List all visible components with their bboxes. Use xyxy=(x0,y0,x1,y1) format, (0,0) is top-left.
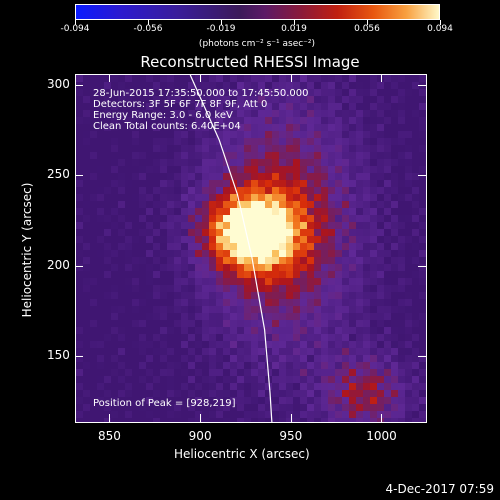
generation-timestamp: 4-Dec-2017 07:59 xyxy=(385,482,494,496)
y-tick-label: 250 xyxy=(47,167,70,182)
colorbar-tick-label: -0.019 xyxy=(206,24,236,34)
heatmap-cells xyxy=(76,75,426,422)
y-tick xyxy=(418,355,426,357)
x-axis-label: Heliocentric X (arcsec) xyxy=(174,447,310,461)
detectors-label: Detectors: 3F 5F 6F 7F 8F 9F, Att 0 xyxy=(93,99,268,110)
x-tick-label: 1000 xyxy=(366,429,397,443)
x-tick xyxy=(200,74,202,82)
y-tick xyxy=(75,175,83,177)
colorbar-tick-label: 0.019 xyxy=(281,24,307,34)
colorbar-tick-label: -0.094 xyxy=(60,24,90,34)
peak-position-label: Position of Peak = [928,219] xyxy=(93,398,236,409)
x-tick xyxy=(200,414,202,422)
chart-title: Reconstructed RHESSI Image xyxy=(140,53,360,71)
x-tick xyxy=(109,74,111,82)
y-tick xyxy=(418,84,426,86)
x-tick xyxy=(381,414,383,422)
x-tick-label: 850 xyxy=(98,429,121,443)
colorbar-tick xyxy=(294,20,295,25)
y-tick-label: 300 xyxy=(47,76,70,91)
colorbar-tick-label: -0.056 xyxy=(133,24,163,34)
y-tick xyxy=(75,265,83,267)
y-tick-label: 150 xyxy=(47,347,70,362)
colorbar-tick xyxy=(148,20,149,25)
x-tick xyxy=(381,74,383,82)
y-tick xyxy=(75,355,83,357)
colorbar-tick xyxy=(367,20,368,25)
x-tick xyxy=(109,414,111,422)
y-axis-label: Heliocentric Y (arcsec) xyxy=(20,182,34,318)
colorbar-units: (photons cm⁻² s⁻¹ asec⁻²) xyxy=(198,39,316,49)
clean-counts-label: Clean Total counts: 6.40E+04 xyxy=(93,121,241,132)
plot-area: 28-Jun-2015 17:35:50.000 to 17:45:50.000… xyxy=(75,74,427,423)
y-tick xyxy=(75,84,83,86)
colorbar xyxy=(75,4,440,20)
heatmap-image xyxy=(76,75,426,422)
energy-range-label: Energy Range: 3.0 - 6.0 keV xyxy=(93,110,233,121)
y-tick xyxy=(418,175,426,177)
colorbar-tick xyxy=(221,20,222,25)
y-tick-label: 200 xyxy=(47,257,70,272)
solar-limb-line xyxy=(189,75,273,422)
x-tick xyxy=(290,74,292,82)
x-tick xyxy=(290,414,292,422)
y-tick xyxy=(418,265,426,267)
colorbar-tick-label: 0.056 xyxy=(354,24,380,34)
colorbar-tick xyxy=(440,20,441,25)
colorbar-tick-label: 0.094 xyxy=(427,24,453,34)
time-range-label: 28-Jun-2015 17:35:50.000 to 17:45:50.000 xyxy=(93,88,309,99)
x-tick-label: 900 xyxy=(188,429,212,443)
x-tick-label: 950 xyxy=(279,429,303,443)
colorbar-tick xyxy=(75,20,76,25)
